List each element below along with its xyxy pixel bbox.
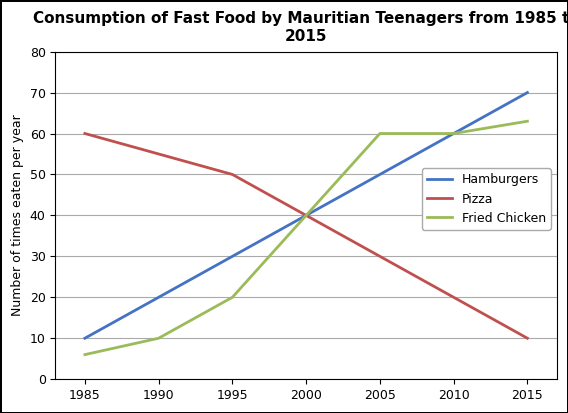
Fried Chicken [229,295,236,300]
Pizza [524,336,531,341]
Fried Chicken [155,336,162,341]
Fried Chicken [377,131,383,136]
Legend: Hamburgers, Pizza, Fried Chicken: Hamburgers, Pizza, Fried Chicken [421,168,550,230]
Line: Fried Chicken: Fried Chicken [85,121,528,355]
Line: Hamburgers: Hamburgers [85,93,528,338]
Fried Chicken [450,131,457,136]
Fried Chicken [303,213,310,218]
Hamburgers [450,131,457,136]
Fried Chicken [524,119,531,124]
Pizza [81,131,88,136]
Hamburgers [524,90,531,95]
Pizza [377,254,383,259]
Pizza [155,152,162,157]
Title: Consumption of Fast Food by Mauritian Teenagers from 1985 to
2015: Consumption of Fast Food by Mauritian Te… [33,11,568,43]
Hamburgers [155,295,162,300]
Pizza [303,213,310,218]
Pizza [450,295,457,300]
Hamburgers [81,336,88,341]
Hamburgers [229,254,236,259]
Y-axis label: Number of times eaten per year: Number of times eaten per year [11,114,24,316]
Line: Pizza: Pizza [85,133,528,338]
Fried Chicken [81,352,88,357]
Hamburgers [377,172,383,177]
Hamburgers [303,213,310,218]
Pizza [229,172,236,177]
